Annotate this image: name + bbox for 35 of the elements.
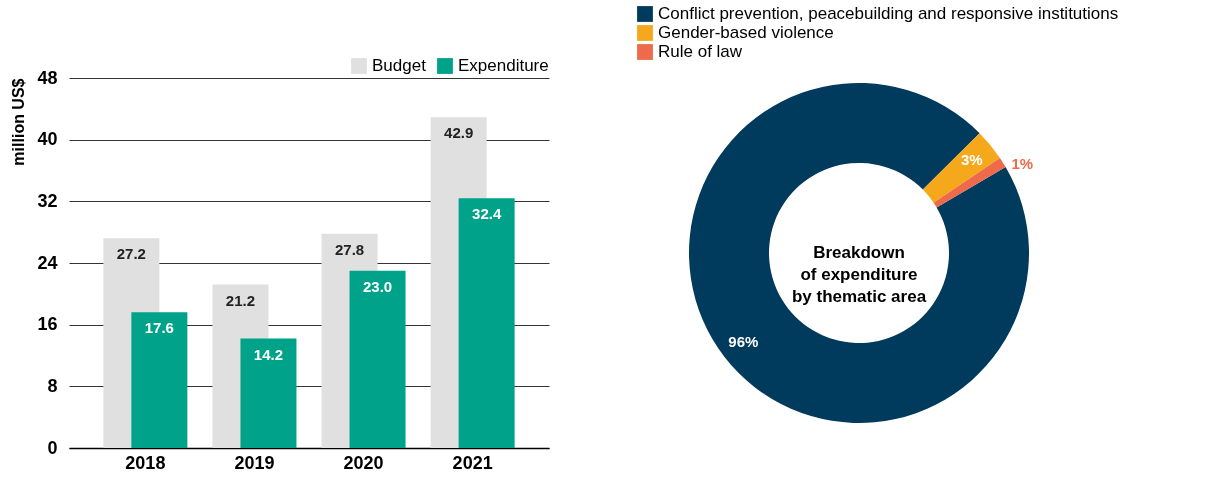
data-label: 42.9	[444, 124, 474, 142]
y-tick-label: 8	[47, 375, 58, 396]
y-tick-label: 48	[37, 67, 58, 88]
bar	[131, 312, 188, 448]
y-tick-label: 16	[37, 314, 58, 335]
data-label: 14.2	[253, 345, 284, 363]
x-tick-label: 2020	[343, 452, 384, 473]
data-label: 1%	[1011, 154, 1034, 172]
data-label: 27.8	[334, 240, 365, 258]
y-tick-label: 40	[37, 129, 58, 150]
x-tick-label: 2019	[234, 452, 275, 473]
bar	[458, 198, 515, 448]
data-label: 23.0	[362, 277, 393, 295]
x-tick-label: 2021	[452, 452, 493, 473]
legend-label: Gender-based violence	[658, 23, 834, 42]
text: Breakdown of expenditure by thematic area	[791, 243, 927, 306]
data-label: 3%	[960, 151, 983, 169]
data-label: 27.2	[116, 245, 146, 263]
y-axis-title: million US$	[10, 78, 28, 166]
data-label: 32.4	[472, 205, 502, 223]
legend-label: Rule of law	[658, 42, 743, 61]
y-tick-label: 24	[37, 252, 58, 273]
x-tick-label: 2018	[125, 452, 166, 473]
legend-label: Budget	[372, 56, 427, 75]
data-label: 17.6	[144, 319, 174, 337]
donut-slice	[933, 157, 1006, 208]
y-tick-label: 0	[47, 437, 58, 458]
legend-label: Expenditure	[458, 56, 549, 75]
data-label: 21.2	[225, 291, 256, 309]
y-tick-label: 32	[37, 190, 58, 211]
data-label: 96%	[728, 333, 759, 351]
legend-label: Conflict prevention, peacebuilding and responsive institutions	[658, 4, 1119, 23]
bar	[349, 270, 406, 448]
donut-slice	[922, 133, 1000, 203]
bar	[240, 338, 297, 448]
